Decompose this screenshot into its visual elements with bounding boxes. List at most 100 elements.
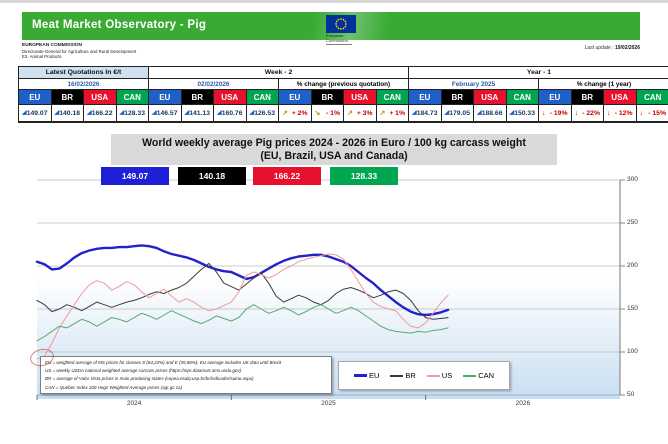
org-line-2: Directorate-General for Agriculture and … <box>22 48 137 54</box>
value: 146.57 <box>156 109 178 117</box>
logo-caption: European Commission <box>326 33 352 46</box>
pct-change-year-header: % change (1 year) <box>539 79 668 90</box>
latest-quotations-header: Latest Quotations In €/t <box>19 67 149 79</box>
legend-label-can: CAN <box>478 371 495 380</box>
week2-value-usa: ◢ 160.76 <box>214 105 247 122</box>
can-line-swatch <box>463 374 477 377</box>
value: - 1% <box>326 109 340 117</box>
value: - 22% <box>582 109 600 117</box>
year1-value-eu: ◢ 184.73 <box>409 105 442 122</box>
organisation-block: EUROPEAN COMMISSION Directorate-General … <box>22 43 136 59</box>
country-header-eu: EU <box>409 90 442 105</box>
trend-icon: ◢ <box>22 110 27 116</box>
latest-value-can: ◢ 128.33 <box>116 105 149 122</box>
quotations-table: Latest Quotations In €/t Week - 2 Year -… <box>18 66 668 123</box>
country-header-can: CAN <box>246 90 279 105</box>
country-header-br: BR <box>441 90 474 105</box>
last-update: Last update : 19/02/2026 <box>585 45 640 51</box>
x-axis-label: 2024 <box>126 400 142 407</box>
down-arrow-icon: ↓ <box>639 109 644 117</box>
value: 149.07 <box>26 109 48 117</box>
last-update-date: 19/02/2026 <box>614 45 640 51</box>
trend-icon: ◢ <box>412 110 417 116</box>
value: + 1% <box>389 109 405 117</box>
week2-value-br: ◢ 141.13 <box>181 105 214 122</box>
down-arrow-icon: ↓ <box>574 109 579 117</box>
value: - 12% <box>614 109 633 117</box>
y-axis-label: 100 <box>627 348 638 355</box>
y-axis-label: 150 <box>627 305 638 312</box>
year1-value-br: ◢ 179.05 <box>441 105 474 122</box>
x-axis-label: 2025 <box>321 400 336 407</box>
chart-legend: EU BR US CAN <box>338 361 510 390</box>
can-current-value: 128.33 <box>350 171 378 181</box>
pct-year-br: ↓ - 22% <box>571 105 604 122</box>
br-value-box: 140.18 <box>178 167 246 185</box>
latest-value-br: ◢ 140.18 <box>51 105 84 122</box>
trend-icon: ◢ <box>87 110 92 116</box>
y-axis-label: 250 <box>627 219 638 226</box>
value: 141.13 <box>189 109 210 117</box>
up-right-arrow-icon: ↗ <box>379 109 386 117</box>
country-header-eu: EU <box>279 90 312 105</box>
country-header-usa: USA <box>604 90 637 105</box>
can-value-box: 128.33 <box>330 167 398 185</box>
pct-year-can: ↓ - 15% <box>636 105 668 122</box>
year1-value-can: ◢ 150.33 <box>506 105 539 122</box>
eu-current-value: 149.07 <box>121 171 149 181</box>
value: 179.05 <box>449 109 470 117</box>
usa-value-box: 166.22 <box>253 167 321 185</box>
country-header-br: BR <box>51 90 84 105</box>
country-header-usa: USA <box>344 90 377 105</box>
pct-change-prev-header: % change (previous quotation) <box>279 79 409 90</box>
value: 150.33 <box>514 109 535 117</box>
br-line-swatch <box>390 374 404 377</box>
trend-icon: ◢ <box>54 110 60 116</box>
footnote-us: US = weekly USDA national weighted avera… <box>45 368 242 374</box>
y-axis-label: 200 <box>627 262 638 269</box>
page-title: Meat Market Observatory - Pig <box>32 19 207 31</box>
pct-year-usa: ↓ - 12% <box>604 105 637 122</box>
value: 140.18 <box>59 109 80 117</box>
footnote-br: BR = average of Valor Vista prices in ma… <box>45 376 254 382</box>
country-header-can: CAN <box>376 90 409 105</box>
chart-title-line-1: World weekly average Pig prices 2024 - 2… <box>142 137 526 149</box>
br-current-value: 140.18 <box>198 171 226 181</box>
value: + 3% <box>356 109 373 117</box>
trend-icon: ◢ <box>152 110 157 116</box>
chart-title: World weekly average Pig prices 2024 - 2… <box>111 134 557 165</box>
org-line-1: EUROPEAN COMMISSION <box>22 43 82 48</box>
country-header-can: CAN <box>636 90 668 105</box>
footnote-can: CAN = Quebec Index 100 Hogs Weighted Ave… <box>45 384 182 390</box>
country-header-br: BR <box>181 90 214 105</box>
latest-value-usa: ◢ 166.22 <box>84 105 117 122</box>
value: - 15% <box>648 109 666 117</box>
down-arrow-icon: ↓ <box>607 109 611 117</box>
week2-value-can: ◢ 126.53 <box>246 105 279 122</box>
value: 160.76 <box>221 109 243 117</box>
latest-date: 16/02/2026 <box>19 79 149 90</box>
legend-label-eu: EU <box>368 371 380 380</box>
country-header-eu: EU <box>19 90 52 105</box>
value: 128.33 <box>124 109 145 117</box>
pct-year-eu: ↓ - 19% <box>539 105 572 122</box>
european-commission-logo: European Commission <box>326 15 360 46</box>
chart-title-line-2: (EU, Brazil, USA and Canada) <box>260 150 408 162</box>
legend-item-can: CAN <box>463 371 494 380</box>
value: - 19% <box>549 109 568 117</box>
value: + 2% <box>291 109 308 117</box>
pct-prev-eu: ↗ + 2% <box>279 105 312 122</box>
value: 166.22 <box>91 109 113 117</box>
country-header-can: CAN <box>116 90 149 105</box>
week-2-header: Week - 2 <box>149 67 409 79</box>
header-bar: Meat Market Observatory - Pig European C… <box>22 12 640 46</box>
pct-prev-can: ↗ + 1% <box>376 105 409 122</box>
y-axis-label: 50 <box>627 391 635 398</box>
down-right-arrow-icon: ↘ <box>314 109 321 117</box>
eu-flag-icon <box>326 15 356 33</box>
eu-value-box: 149.07 <box>101 167 169 185</box>
up-right-arrow-icon: ↗ <box>347 109 353 117</box>
trend-icon: ◢ <box>477 110 482 116</box>
usa-current-value: 166.22 <box>273 171 301 181</box>
